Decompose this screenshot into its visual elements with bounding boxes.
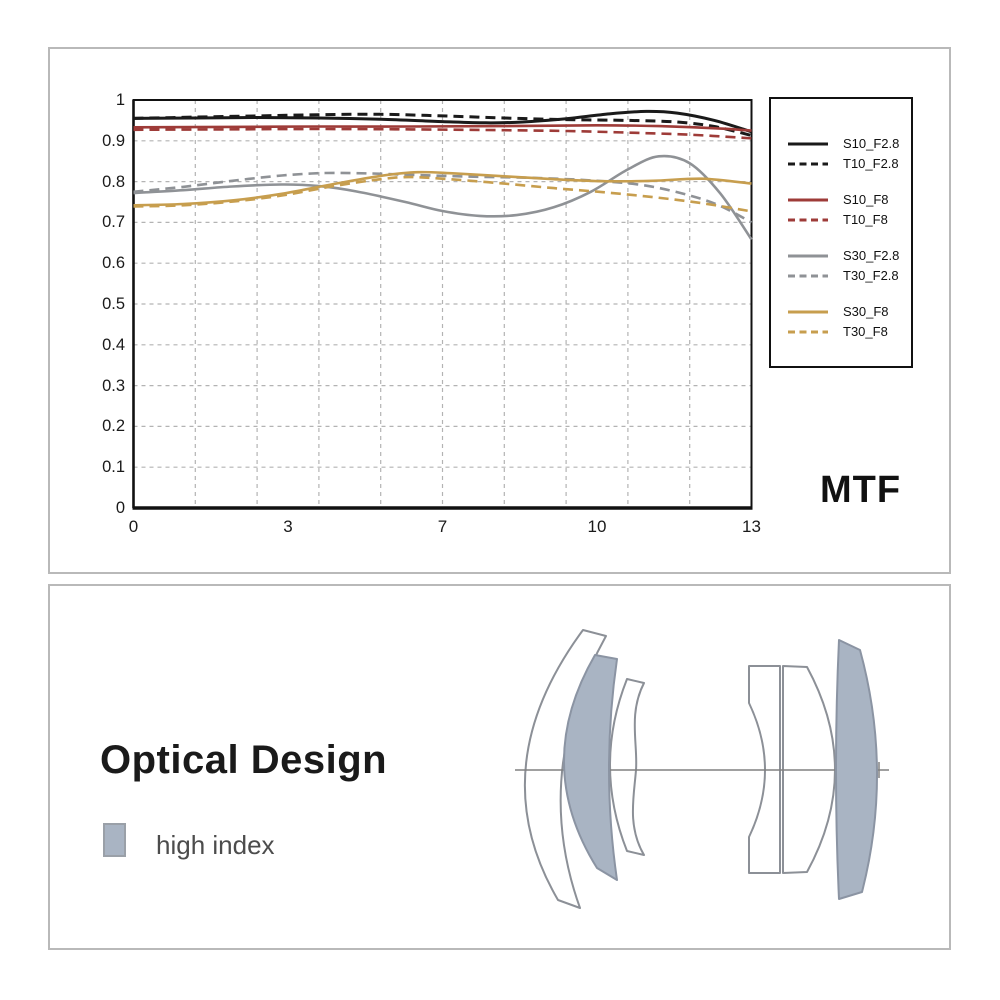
curve-T30_F8 xyxy=(133,175,752,213)
y-tick-0.9: 0.9 xyxy=(102,131,125,150)
legend-line-T10_F8 xyxy=(788,218,828,222)
curve-S10_F8 xyxy=(133,123,752,132)
legend-label-S10_F2.8: S10_F2.8 xyxy=(843,136,900,151)
y-tick-0.6: 0.6 xyxy=(102,254,125,273)
curve-S30_F2.8 xyxy=(133,154,753,241)
high-index-swatch xyxy=(103,823,126,857)
legend-line-S30_F8 xyxy=(788,310,828,314)
x-tick-10: 10 xyxy=(587,517,607,536)
y-tick-0: 0 xyxy=(115,499,125,517)
element-4-doublet-front xyxy=(748,665,781,874)
legend-line-S10_F8 xyxy=(788,198,828,202)
y-tick-0.1: 0.1 xyxy=(102,458,125,477)
y-tick-0.5: 0.5 xyxy=(102,295,125,313)
mtf-chart-panel: 1 0.9 0.8 0.7 0.6 0.5 0.4 0.3 0.2 0.1 0 0 3 7 10 13 S1… xyxy=(48,47,951,574)
legend-label-S10_F8: S10_F8 xyxy=(843,192,889,207)
optical-design-title: Optical Design xyxy=(100,738,388,782)
mtf-chart-plot xyxy=(132,99,753,510)
y-tick-1: 1 xyxy=(115,91,125,109)
legend-line-T30_F2.8 xyxy=(788,274,828,278)
mtf-title: MTF xyxy=(820,469,902,511)
high-index-label: high index xyxy=(156,830,275,860)
curve-T10_F8 xyxy=(133,127,752,140)
element-2-high-index-meniscus xyxy=(563,654,618,881)
legend-label-T10_F2.8: T10_F2.8 xyxy=(843,156,899,171)
y-tick-0.3: 0.3 xyxy=(102,376,125,395)
y-tick-0.8: 0.8 xyxy=(102,172,125,191)
x-tick-3: 3 xyxy=(283,517,293,536)
x-tick-13: 13 xyxy=(742,517,761,536)
legend-label-S30_F2.8: S30_F2.8 xyxy=(843,248,900,263)
legend-line-S10_F2.8 xyxy=(788,142,828,146)
x-tick-7: 7 xyxy=(437,517,448,536)
legend-label-T30_F2.8: T30_F2.8 xyxy=(843,268,899,283)
element-3-small-meniscus xyxy=(609,678,645,856)
legend-label-T30_F8: T30_F8 xyxy=(843,324,888,339)
curve-T10_F2.8 xyxy=(133,112,752,137)
curve-T30_F2.8 xyxy=(133,171,753,224)
element-6-rear-high-index xyxy=(835,639,878,900)
mtf-legend-box: S10_F2.8 T10_F2.8 S10_F8 T10_F8 S30_F2.8 T30_… xyxy=(769,97,913,368)
legend-label-T10_F8: T10_F8 xyxy=(843,212,888,227)
y-tick-0.7: 0.7 xyxy=(102,213,125,232)
legend-line-T30_F8 xyxy=(788,330,828,334)
y-tick-0.2: 0.2 xyxy=(102,417,125,436)
legend-line-T10_F2.8 xyxy=(788,162,828,166)
lens-cross-section-diagram xyxy=(515,629,889,909)
y-tick-0.4: 0.4 xyxy=(102,335,125,354)
legend-line-S30_F2.8 xyxy=(788,254,828,258)
legend-label-S30_F8: S30_F8 xyxy=(843,304,889,319)
optical-design-panel: Optical Design high index xyxy=(48,584,951,950)
x-tick-0: 0 xyxy=(128,517,139,536)
curve-S10_F2.8 xyxy=(133,109,752,134)
